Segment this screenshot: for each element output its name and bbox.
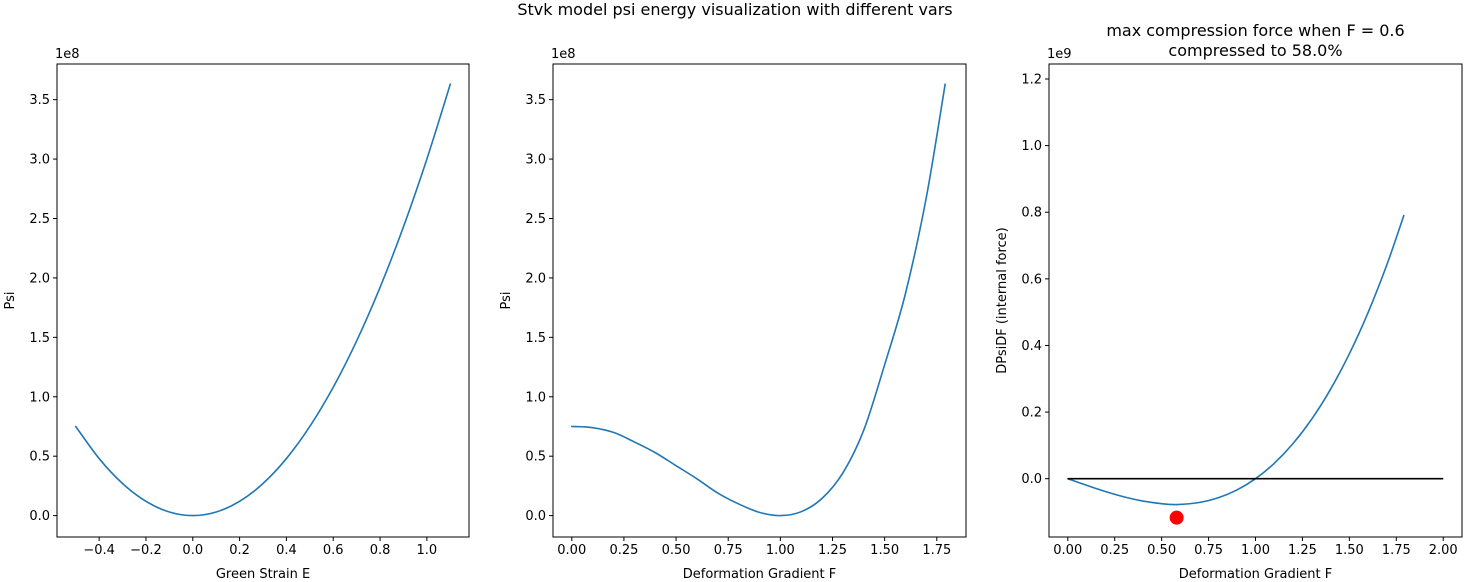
- x-tick-label: 0.25: [1100, 543, 1129, 558]
- x-tick-label: −0.4: [83, 543, 115, 558]
- x-axis-label: Deformation Gradient F: [1179, 567, 1333, 582]
- axes-frame: [1048, 63, 1463, 538]
- y-tick-label: 0.8: [1021, 206, 1042, 221]
- axes-title: max compression force when F = 0.6 compre…: [1106, 21, 1404, 60]
- y-offset-text: 1e8: [55, 47, 80, 62]
- y-tick-label: 0.0: [29, 509, 50, 524]
- x-tick-label: 1.75: [1382, 543, 1411, 558]
- x-tick-label: 0.00: [557, 543, 586, 558]
- axes-frame: [56, 63, 470, 538]
- y-tick-label: 0.0: [525, 509, 546, 524]
- x-tick-label: 1.50: [1335, 543, 1364, 558]
- x-tick-label: 1.25: [1288, 543, 1317, 558]
- y-offset-text: 1e9: [1047, 47, 1072, 62]
- y-tick-label: 3.5: [525, 93, 546, 108]
- y-tick-label: 2.5: [29, 212, 50, 227]
- y-tick-label: 0.0: [1021, 472, 1042, 487]
- x-tick-label: 1.00: [1241, 543, 1270, 558]
- y-tick-label: 0.5: [525, 450, 546, 465]
- x-tick-label: 1.00: [766, 543, 795, 558]
- y-tick-label: 0.6: [1021, 272, 1042, 287]
- y-axis-label: DPsiDF (internal force): [995, 227, 1010, 374]
- x-tick-label: 0.50: [1147, 543, 1176, 558]
- x-tick-label: 1.50: [870, 543, 899, 558]
- x-tick-label: 0.0: [182, 543, 203, 558]
- x-axis-label: Green Strain E: [216, 567, 310, 582]
- y-tick-label: 1.0: [29, 390, 50, 405]
- y-offset-text: 1e8: [551, 47, 576, 62]
- x-tick-label: 1.75: [922, 543, 951, 558]
- x-axis-label: Deformation Gradient F: [683, 567, 837, 582]
- y-tick-label: 3.5: [29, 93, 50, 108]
- series-line-0: [1066, 214, 1405, 506]
- y-tick-label: 1.0: [525, 390, 546, 405]
- y-tick-label: 2.0: [525, 271, 546, 286]
- x-tick-label: 1.25: [818, 543, 847, 558]
- axes-psi-vs-green-strain: −0.4 −0.2 0.0 0.2 0.4 0.6 0.8 1.0 0.0 0.5 1.0 1.5 2.…: [3, 47, 470, 582]
- y-tick-label: 2.5: [525, 212, 546, 227]
- series-line-0: [570, 83, 946, 517]
- x-tick-label: 0.8: [370, 543, 391, 558]
- axes-psi-vs-deformation-gradient: 0.00 0.25 0.50 0.75 1.00 1.25 1.50 1.75 0.0 0.5 1.…: [499, 47, 967, 582]
- y-tick-label: 0.5: [29, 450, 50, 465]
- y-tick-label: 3.0: [29, 153, 50, 168]
- axes-dpsidf-vs-deformation-gradient: 0.00 0.25 0.50 0.75 1.00 1.25 1.50 1.75 2.00 0.0 0…: [995, 21, 1463, 582]
- x-tick-label: 0.50: [662, 543, 691, 558]
- x-tick-label: 0.4: [276, 543, 297, 558]
- x-tick-label: 0.6: [323, 543, 344, 558]
- y-axis-label: Psi: [499, 292, 514, 310]
- axes-title-line: compressed to 58.0%: [1168, 41, 1342, 60]
- y-tick-label: 1.2: [1021, 72, 1042, 87]
- axes-frame: [552, 63, 967, 538]
- axes-title-line: max compression force when F = 0.6: [1106, 21, 1404, 40]
- y-tick-label: 2.0: [29, 271, 50, 286]
- series-line-0: [74, 83, 452, 517]
- y-axis-label: Psi: [3, 292, 18, 310]
- x-tick-label: 2.00: [1429, 543, 1458, 558]
- y-tick-label: 1.0: [1021, 139, 1042, 154]
- x-tick-label: −0.2: [130, 543, 162, 558]
- y-tick-label: 0.2: [1021, 406, 1042, 421]
- y-tick-label: 0.4: [1021, 339, 1042, 354]
- y-tick-label: 3.0: [525, 153, 546, 168]
- x-tick-label: 1.0: [417, 543, 438, 558]
- figure-suptitle: Stvk model psi energy visualization with…: [517, 0, 953, 19]
- max-compression-point: [1169, 510, 1184, 525]
- x-tick-label: 0.00: [1053, 543, 1082, 558]
- y-tick-label: 1.5: [525, 331, 546, 346]
- x-tick-label: 0.2: [229, 543, 250, 558]
- y-tick-label: 1.5: [29, 331, 50, 346]
- x-tick-label: 0.75: [714, 543, 743, 558]
- x-tick-label: 0.75: [1194, 543, 1223, 558]
- x-tick-label: 0.25: [609, 543, 638, 558]
